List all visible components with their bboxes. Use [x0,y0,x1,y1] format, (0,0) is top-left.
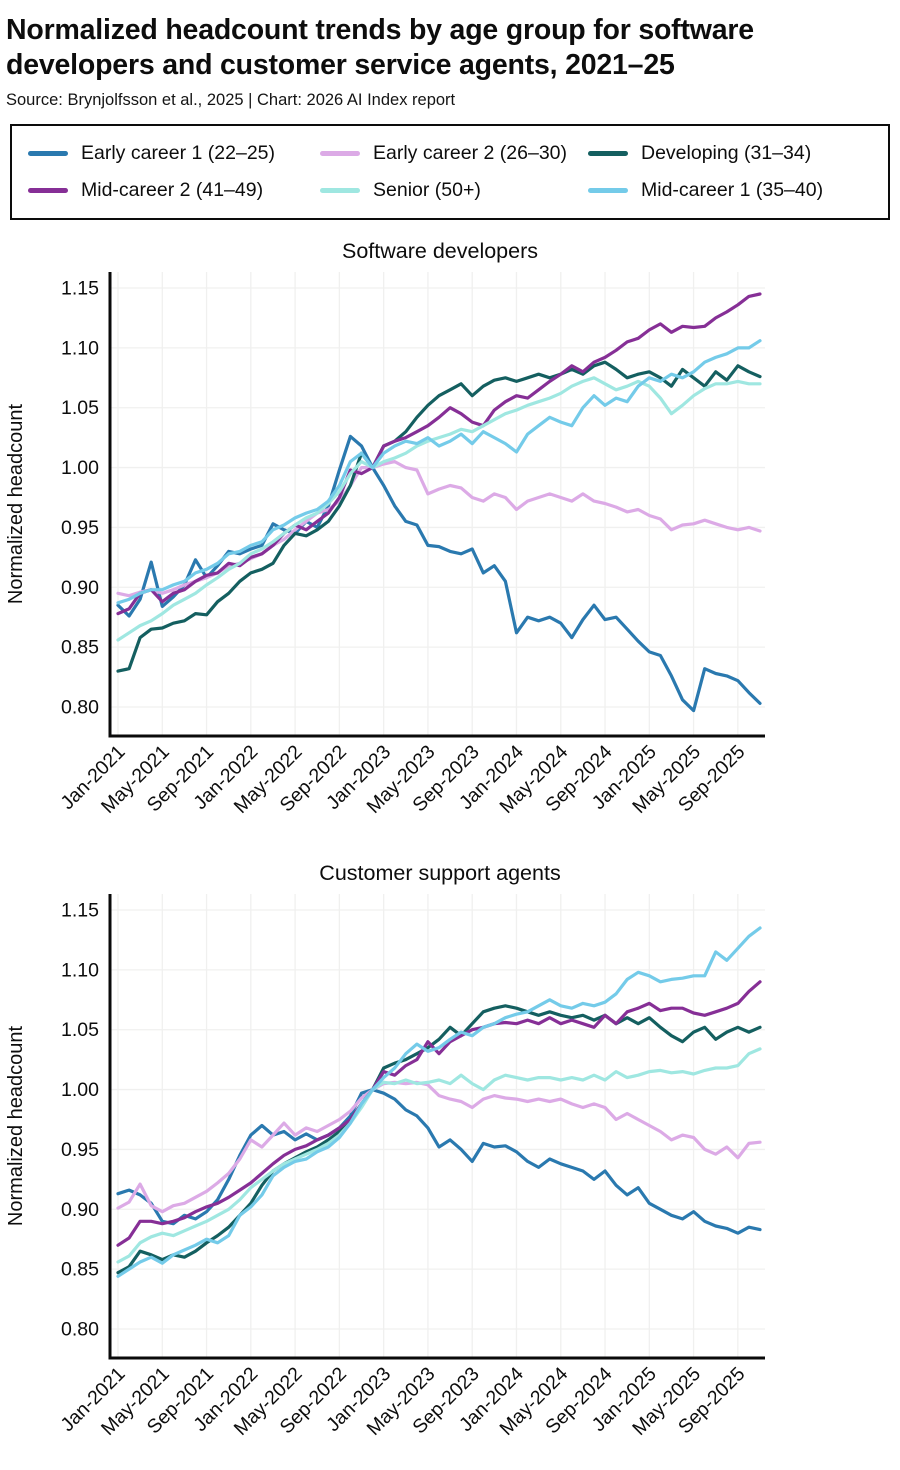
legend: Early career 1 (22–25) Early career 2 (26… [10,123,890,220]
series-line-developing-31-34 [116,1003,762,1274]
series-line-early-career-2-26-30 [116,459,762,597]
legend-item-developing-31-34: Developing (31–34) [588,142,876,165]
chart-software-developers: 1.151.101.051.000.950.900.850.80Jan-2021… [5,239,765,817]
y-axis-label: Normalized headcount [5,1025,27,1226]
legend-swatch-mid-career-2-41-49 [28,187,68,193]
legend-item-early-career-2-26-30: Early career 2 (26–30) [320,142,588,165]
legend-item-mid-career-2-41-49: Mid-career 2 (41–49) [28,179,320,202]
y-tick-label: 1.10 [61,959,99,981]
y-tick-label: 0.95 [61,1138,99,1160]
legend-swatch-early-career-1-22-25 [28,150,68,156]
y-axis-label: Normalized headcount [5,403,27,604]
legend-label: Senior (50+) [373,178,481,201]
legend-label: Early career 1 (22–25) [81,141,276,164]
header: Normalized headcount trends by age group… [0,0,900,110]
y-tick-label: 1.10 [61,337,99,359]
legend-swatch-early-career-2-26-30 [320,150,360,156]
y-tick-label: 0.85 [61,636,99,658]
legend-item-early-career-1-22-25: Early career 1 (22–25) [28,142,320,165]
source-line: Source: Brynjolfsson et al., 2025 | Char… [6,90,456,109]
page-title: Normalized headcount trends by age group… [6,14,754,81]
series-line-mid-career-2-41-49 [116,291,762,615]
series-line-senior-50 [116,1046,762,1264]
series-line-senior-50 [116,375,762,642]
y-tick-label: 0.80 [61,696,99,718]
y-tick-label: 1.00 [61,457,99,479]
legend-swatch-senior-50 [320,187,360,193]
charts-container: 1.15 1.10 1.05 1.00 0.95 0.90 0.85 0.80 Jan-2021… [0,230,900,1464]
y-tick-label: 0.85 [61,1258,99,1280]
chart-title: Software developers [342,239,538,263]
chart-customer-support-agents: 1.151.101.051.000.950.900.850.80Jan-2021… [5,861,765,1439]
y-tick-label: 1.15 [61,899,99,921]
legend-swatch-mid-career-1-35-40 [588,187,628,193]
series-line-early-career-2-26-30 [116,1080,762,1213]
y-tick-label: 1.05 [61,397,99,419]
legend-label: Developing (31–34) [641,141,812,164]
y-tick-label: 0.80 [61,1318,99,1340]
y-tick-label: 1.00 [61,1079,99,1101]
y-tick-label: 0.95 [61,516,99,538]
legend-label: Mid-career 2 (41–49) [81,178,264,201]
legend-label: Early career 2 (26–30) [373,141,568,164]
y-tick-label: 0.90 [61,576,99,598]
y-tick-label: 1.05 [61,1019,99,1041]
legend-label: Mid-career 1 (35–40) [641,178,824,201]
series-line-mid-career-1-35-40 [116,925,762,1278]
legend-item-senior-50: Senior (50+) [320,179,588,202]
series-line-early-career-1-22-25 [116,1087,762,1235]
y-tick-label: 1.15 [61,277,99,299]
series-line-mid-career-1-35-40 [116,338,762,604]
series-line-mid-career-2-41-49 [116,979,762,1247]
chart-title: Customer support agents [319,861,560,885]
legend-swatch-developing-31-34 [588,150,628,156]
y-tick-label: 0.90 [61,1198,99,1220]
series-line-developing-31-34 [116,360,762,673]
legend-item-mid-career-1-35-40: Mid-career 1 (35–40) [588,179,876,202]
